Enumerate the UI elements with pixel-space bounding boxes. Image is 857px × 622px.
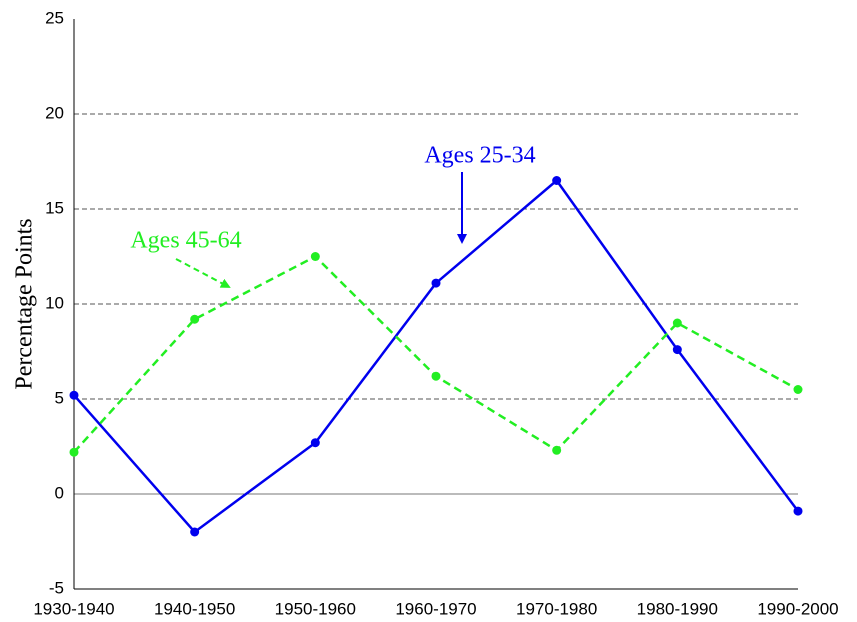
data-point (552, 445, 562, 455)
x-tick-label: 1950-1960 (275, 599, 356, 618)
x-tick-label: 1940-1950 (154, 599, 235, 618)
annotation-arrow (175, 258, 231, 288)
data-point (431, 278, 441, 288)
y-tick-label: -5 (49, 578, 64, 597)
y-tick-label: 15 (45, 198, 64, 217)
data-point (672, 318, 682, 328)
y-tick-label: 10 (45, 293, 64, 312)
y-tick-label: 25 (45, 8, 64, 27)
series-annotation: Ages 25-34 (424, 143, 535, 169)
data-point (552, 176, 562, 185)
data-point (310, 438, 320, 448)
data-point (69, 447, 79, 457)
data-point (431, 371, 441, 381)
data-point (310, 252, 320, 261)
data-point (190, 314, 200, 324)
series-annotation: Ages 45-64 (130, 228, 241, 254)
data-point (190, 527, 200, 537)
data-point (793, 506, 803, 516)
x-tick-label: 1930-1940 (33, 599, 114, 618)
x-tick-label: 1990-2000 (757, 599, 838, 618)
y-tick-label: 5 (55, 388, 64, 407)
data-point (793, 385, 803, 394)
data-point (672, 345, 682, 355)
y-axis-label: Percentage Points (12, 218, 38, 389)
y-tick-label: 0 (55, 483, 64, 502)
y-tick-label: 20 (45, 103, 64, 122)
x-tick-label: 1970-1980 (516, 599, 597, 618)
data-point (69, 390, 79, 400)
x-tick-label: 1980-1990 (637, 599, 718, 618)
x-tick-label: 1960-1970 (395, 599, 476, 618)
